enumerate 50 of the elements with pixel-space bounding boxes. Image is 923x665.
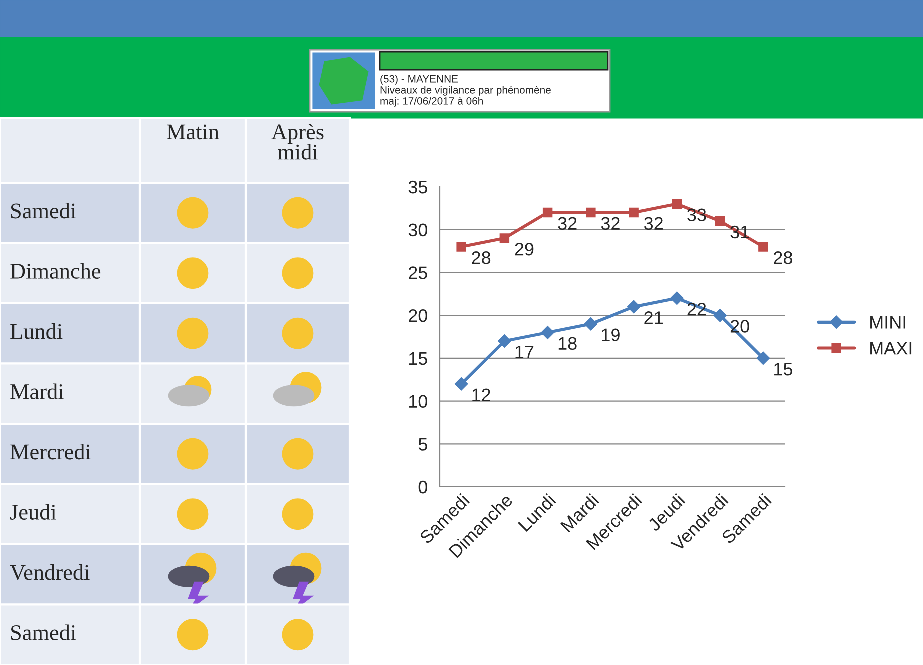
data-label: 32 [558, 217, 577, 230]
data-label: 19 [602, 328, 620, 342]
text: maj: 17/06/2017 à 06h [380, 97, 483, 107]
category-label: Mercredi [10, 444, 92, 460]
point [584, 318, 598, 331]
category-label: Lundi [10, 324, 63, 340]
data-label: 32 [644, 217, 663, 230]
point [756, 352, 770, 366]
y-tick-label: 0 [418, 480, 428, 494]
category-label: Après midi [272, 124, 324, 160]
y-tick-label: 35 [408, 180, 428, 194]
y-tick-label: 15 [409, 352, 428, 366]
category-label: Vendredi [10, 564, 90, 580]
data-label: 32 [601, 217, 620, 230]
category-label: Samedi [11, 624, 76, 640]
data-label: 15 [774, 363, 792, 376]
data-label: 29 [515, 242, 534, 256]
y-tick-label: 30 [408, 224, 428, 237]
category-label: Matin [167, 124, 220, 140]
y-tick-label: 10 [409, 395, 428, 408]
text: Niveaux de vigilance par phénomène [380, 86, 551, 96]
point [758, 242, 768, 252]
text: (53) - MAYENNE [380, 75, 458, 85]
point [500, 234, 510, 244]
point [456, 242, 466, 252]
data-label: 18 [558, 337, 577, 350]
point [542, 208, 553, 218]
category-label: Samedi [11, 203, 76, 219]
legend-label: MAXI [870, 342, 912, 355]
point [672, 199, 682, 210]
point [714, 308, 727, 322]
data-label: 12 [472, 388, 490, 402]
point [541, 326, 554, 340]
legend-label: MINI [870, 316, 906, 329]
point [586, 208, 596, 218]
point [498, 334, 512, 348]
point [454, 378, 468, 391]
data-label: 28 [774, 252, 792, 264]
data-label: 17 [516, 346, 534, 358]
y-tick-label: 25 [409, 266, 428, 280]
point [715, 216, 726, 226]
point [629, 208, 639, 218]
category-label: Mardi [10, 384, 64, 400]
category-label: Dimanche [10, 263, 101, 279]
y-tick-label: 20 [409, 310, 428, 322]
point [670, 292, 684, 306]
point [627, 300, 641, 314]
data-label: 20 [730, 320, 750, 333]
data-label: 28 [472, 252, 491, 264]
y-tick-label: 5 [418, 438, 428, 451]
